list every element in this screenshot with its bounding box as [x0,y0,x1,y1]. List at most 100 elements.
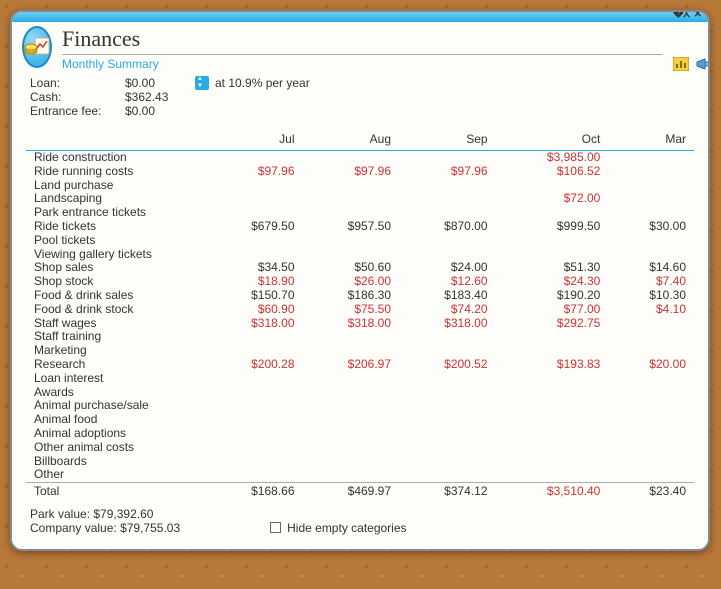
cell-value [608,344,694,358]
row-label: Staff wages [26,317,206,331]
table-row: Shop stock$18.90$26.00$12.60$24.30$7.40 [26,275,694,289]
cell-value: $12.60 [399,275,496,289]
cell-value [303,413,400,427]
table-row: Loan interest [26,372,694,386]
cash-label: Cash: [30,90,125,104]
cell-value [206,248,303,262]
row-label: Research [26,358,206,372]
table-row: Billboards [26,455,694,469]
col-month: Mar [608,128,694,151]
table-row: Ride construction$3,985.00 [26,151,694,165]
row-label: Shop sales [26,261,206,275]
cell-value: $318.00 [303,317,400,331]
loan-stepper[interactable] [195,76,209,90]
cell-value [206,234,303,248]
cell-value [303,427,400,441]
row-label: Other animal costs [26,441,206,455]
row-label: Shop stock [26,275,206,289]
cell-value [303,441,400,455]
table-row: Viewing gallery tickets [26,248,694,262]
table-row: Other animal costs [26,441,694,455]
cell-value [496,468,609,482]
row-label: Staff training [26,330,206,344]
table-row: Landscaping $72.00 [26,192,694,206]
cell-value [399,441,496,455]
cell-value [303,151,400,165]
cell-value [608,248,694,262]
cell-value [399,386,496,400]
cell-value [303,468,400,482]
row-label: Awards [26,386,206,400]
cell-value: $74.20 [399,303,496,317]
hide-empty-checkbox[interactable]: Hide empty categories [270,521,406,535]
cell-value [399,234,496,248]
table-row: Food & drink stock$60.90$75.50$74.20$77.… [26,303,694,317]
cell-value [303,330,400,344]
cell-value: $183.40 [399,289,496,303]
row-label: Ride construction [26,151,206,165]
cell-value: $106.52 [496,165,609,179]
cell-value [206,413,303,427]
cell-value [206,455,303,469]
cell-value [399,468,496,482]
cell-value: $97.96 [303,165,400,179]
cell-value [496,372,609,386]
finances-window: �⅄ ✕ Finances Monthly Summary [10,10,710,551]
cash-value: $362.43 [125,90,195,104]
row-label: Animal purchase/sale [26,399,206,413]
row-label: Loan interest [26,372,206,386]
cell-value [206,192,303,206]
table-row: Animal food [26,413,694,427]
cell-value [496,441,609,455]
close-icon[interactable]: ✕ [694,10,702,20]
row-label: Park entrance tickets [26,206,206,220]
cell-value [496,413,609,427]
cell-value: $150.70 [206,289,303,303]
row-label: Landscaping [26,192,206,206]
company-value: $79,755.03 [120,521,180,535]
col-month: Sep [399,128,496,151]
cell-value: $374.12 [399,483,496,499]
chart-icon[interactable] [672,56,690,72]
cell-value [206,372,303,386]
cell-value: $318.00 [399,317,496,331]
table-row: Pool tickets [26,234,694,248]
cell-value: $7.40 [608,275,694,289]
row-label: Pool tickets [26,234,206,248]
cell-value [206,179,303,193]
finances-icon [22,26,52,68]
expand-icon[interactable]: �⅄ [673,10,689,20]
cell-value [608,441,694,455]
table-row: Staff wages$318.00$318.00$318.00$292.75 [26,317,694,331]
table-row: Land purchase [26,179,694,193]
table-row: Ride tickets$679.50$957.50$870.00$999.50… [26,220,694,234]
table-row: Total$168.66$469.97$374.12$3,510.40$23.4… [26,483,694,499]
window-title: Finances [62,26,662,55]
cell-value [399,330,496,344]
col-month: Jul [206,128,303,151]
cell-value [303,399,400,413]
col-month: Oct [496,128,609,151]
company-value-label: Company value: [30,521,117,535]
cell-value [303,206,400,220]
cell-value [303,179,400,193]
cell-value [206,468,303,482]
checkbox-icon[interactable] [270,522,281,533]
cell-value: $20.00 [608,358,694,372]
cell-value [399,344,496,358]
finances-table: Jul Aug Sep Oct Mar Ride construction$3,… [26,128,694,499]
cell-value [608,206,694,220]
cell-value [608,317,694,331]
cell-value: $186.30 [303,289,400,303]
cell-value [608,330,694,344]
cell-value: $26.00 [303,275,400,289]
cell-value [608,179,694,193]
cell-value [206,441,303,455]
cell-value: $292.75 [496,317,609,331]
cell-value [496,386,609,400]
cell-value [496,206,609,220]
campaign-icon[interactable] [694,56,710,72]
cell-value: $72.00 [496,192,609,206]
loan-rate-text: at 10.9% per year [215,76,310,90]
titlebar: �⅄ ✕ [12,12,708,22]
